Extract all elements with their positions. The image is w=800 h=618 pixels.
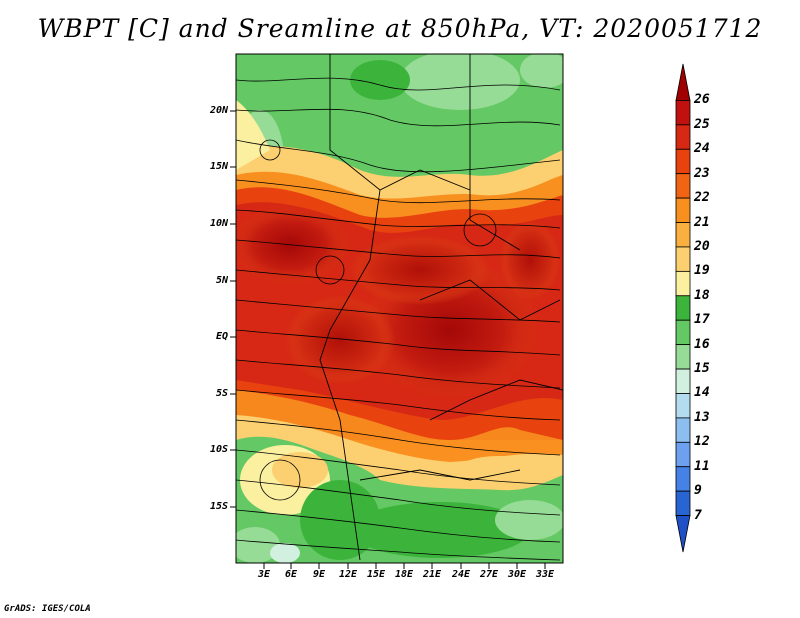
colorbar-swatch bbox=[675, 515, 691, 553]
lat-label: 10S bbox=[209, 444, 228, 455]
lon-label: 33E bbox=[535, 569, 555, 580]
lon-label: 27E bbox=[479, 569, 499, 580]
lon-label: 6E bbox=[284, 569, 298, 580]
colorbar-label: 24 bbox=[694, 141, 710, 157]
lon-label: 12E bbox=[338, 569, 358, 580]
colorbar-swatch bbox=[675, 466, 691, 492]
colorbar-label: 23 bbox=[694, 165, 710, 181]
colorbar-label: 14 bbox=[694, 385, 710, 401]
lat-label: 5N bbox=[215, 275, 228, 286]
wbpt-shading bbox=[236, 54, 563, 563]
colorbar-label: 12 bbox=[694, 434, 710, 450]
colorbar-label: 9 bbox=[694, 483, 702, 499]
lon-label: 18E bbox=[394, 569, 414, 580]
figure-title: WBPT [C] and Sreamline at 850hPa, VT: 20… bbox=[37, 14, 763, 43]
country-boundaries bbox=[319, 54, 563, 561]
colorbar-label: 25 bbox=[694, 116, 710, 132]
streamlines bbox=[236, 77, 561, 561]
map-frame bbox=[235, 53, 564, 564]
colorbar-swatch bbox=[675, 124, 691, 150]
colorbar-swatch bbox=[675, 197, 691, 223]
colorbar-label: 21 bbox=[694, 214, 710, 230]
colorbar-swatch bbox=[675, 295, 691, 321]
colorbar-label: 16 bbox=[694, 336, 710, 352]
colorbar-swatch bbox=[675, 490, 691, 516]
colorbar-swatch bbox=[675, 270, 691, 297]
colorbar-label: 20 bbox=[694, 238, 710, 254]
colorbar-label: 13 bbox=[694, 409, 710, 425]
colorbar-label: 19 bbox=[694, 263, 710, 279]
colorbar-label: 17 bbox=[694, 312, 710, 328]
lat-label: 15S bbox=[209, 501, 228, 512]
colorbar bbox=[675, 63, 691, 553]
colorbar-swatch bbox=[675, 393, 691, 419]
colorbar-swatch bbox=[675, 63, 691, 101]
colorbar-label: 11 bbox=[694, 458, 710, 474]
colorbar-swatch bbox=[675, 222, 691, 248]
colorbar-label: 7 bbox=[694, 507, 702, 523]
colorbar-swatch bbox=[675, 344, 691, 370]
colorbar-swatch bbox=[675, 148, 691, 175]
lat-label: 20N bbox=[209, 105, 228, 116]
colorbar-swatch bbox=[675, 441, 691, 468]
colorbar-swatch bbox=[675, 417, 691, 443]
colorbar-swatch bbox=[675, 368, 691, 394]
colorbar-label: 22 bbox=[694, 190, 710, 206]
colorbar-label: 18 bbox=[694, 287, 710, 303]
lon-label: 21E bbox=[422, 569, 442, 580]
lon-label: 9E bbox=[312, 569, 326, 580]
colorbar-label: 26 bbox=[694, 92, 710, 108]
lon-label: 15E bbox=[366, 569, 386, 580]
lat-label: 15N bbox=[209, 161, 228, 172]
colorbar-swatch bbox=[675, 319, 691, 346]
lon-label: 30E bbox=[507, 569, 527, 580]
lat-label: 10N bbox=[209, 218, 228, 229]
axis-ticks bbox=[230, 110, 546, 569]
lon-label: 3E bbox=[257, 569, 271, 580]
lat-label: EQ bbox=[215, 331, 228, 342]
grads-credit: GrADS: IGES/COLA bbox=[4, 604, 91, 614]
colorbar-swatch bbox=[675, 246, 691, 272]
lat-label: 5S bbox=[215, 388, 228, 399]
colorbar-swatch bbox=[675, 100, 691, 126]
colorbar-label: 15 bbox=[694, 361, 710, 377]
lon-label: 24E bbox=[451, 569, 471, 580]
colorbar-swatch bbox=[675, 173, 691, 199]
